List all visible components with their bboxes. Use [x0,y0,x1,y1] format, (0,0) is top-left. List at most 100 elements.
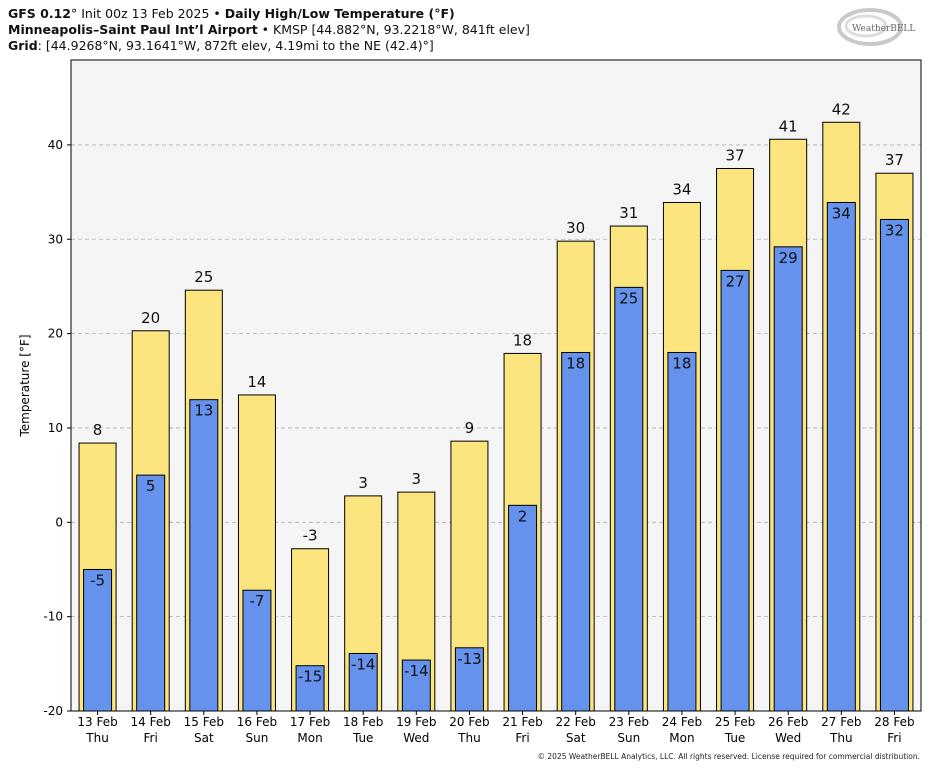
init-time: Init 00z 13 Feb 2025 [77,6,210,21]
low-bar [295,665,325,712]
x-tick-label-date: 13 Feb [77,715,117,729]
title-line: GFS 0.12° Init 00z 13 Feb 2025 • Daily H… [8,6,455,22]
low-bar [401,659,431,712]
low-label: -15 [298,668,323,686]
x-tick-label-weekday: Fri [144,731,158,745]
y-axis-label: Temperature [°F] [18,334,32,437]
high-label: 41 [779,117,798,135]
high-label: 18 [513,331,532,349]
low-bar [508,504,538,712]
product-title: Daily High/Low Temperature (°F) [224,6,455,21]
low-bar [773,246,803,712]
separator: • [209,6,225,21]
low-bar [242,589,272,712]
y-tick-label: 30 [48,232,63,246]
y-tick-label: 0 [55,515,63,529]
x-tick-label-date: 28 Feb [874,715,914,729]
grid-label: Grid [8,38,38,53]
x-tick-label-weekday: Sat [194,731,214,745]
degree-mark: ° [71,6,78,21]
data-labels: 8 -5 20 5 25 13 14 -7 -3 -15 3 -14 3 -14 9 -13 18 2 30 18 31… [90,100,904,685]
x-tick-label-weekday: Mon [297,731,322,745]
low-label: 27 [726,272,745,290]
low-label: -5 [90,571,105,589]
y-tick-label: -10 [43,610,63,624]
low-label: 2 [518,507,528,525]
model-name: GFS 0.12 [8,6,71,21]
low-bar [83,568,113,712]
x-tick-label-weekday: Tue [724,731,746,745]
low-bar [189,399,219,712]
high-label: -3 [303,527,318,545]
x-tick-label-weekday: Fri [515,731,529,745]
bars [78,121,914,712]
low-bar [879,218,909,712]
plot-frame [70,59,922,712]
x-tick-label-weekday: Sat [566,731,586,745]
y-tick-label: 10 [48,421,63,435]
station-info: KMSP [44.882°N, 93.2218°W, 841ft elev] [273,22,530,37]
low-bar [614,286,644,712]
low-bar [826,201,856,712]
x-tick-label-weekday: Thu [829,731,853,745]
x-tick-label-weekday: Fri [887,731,901,745]
low-label: 18 [566,354,585,372]
y-axis: -20 -10 0 10 20 30 40 [43,138,71,718]
low-label: 13 [194,402,213,420]
low-label: -13 [457,650,482,668]
x-tick-label-date: 17 Feb [290,715,330,729]
x-tick-label-weekday: Thu [85,731,109,745]
x-tick-label-date: 14 Feb [131,715,171,729]
logo-text: WeatherBELL [852,24,915,34]
x-tick-label-date: 25 Feb [715,715,755,729]
low-bar [561,351,591,712]
high-label: 37 [885,151,904,169]
x-tick-label-weekday: Wed [775,731,801,745]
separator: • [257,22,274,37]
low-label: 34 [832,204,851,222]
high-label: 14 [247,373,266,391]
high-label: 25 [194,268,213,286]
weatherbell-logo: WeatherBELL [837,8,915,46]
low-label: 32 [885,221,904,239]
low-bar [667,351,697,712]
low-label: 29 [779,249,798,267]
high-label: 3 [358,474,368,492]
x-tick-label-weekday: Sun [617,731,640,745]
low-label: 18 [672,354,691,372]
x-tick-label-date: 26 Feb [768,715,808,729]
x-tick-label-weekday: Mon [669,731,694,745]
low-label: -7 [249,592,264,610]
high-label: 8 [93,421,103,439]
x-tick-label-date: 24 Feb [662,715,702,729]
x-tick-label-weekday: Tue [352,731,374,745]
x-tick-label-weekday: Thu [457,731,481,745]
y-tick-label: 20 [48,327,63,341]
low-label: 5 [146,477,156,495]
x-tick-label-date: 16 Feb [237,715,277,729]
high-label: 37 [726,147,745,165]
low-bar [720,269,750,712]
station-line: Minneapolis–Saint Paul Int’l Airport • K… [8,22,530,38]
low-label: -14 [404,662,429,680]
x-tick-label-date: 27 Feb [821,715,861,729]
grid-info: : [44.9268°N, 93.1641°W, 872ft elev, 4.1… [37,38,434,53]
x-tick-label-date: 22 Feb [556,715,596,729]
y-tick-label: 40 [48,138,63,152]
high-label: 3 [412,470,422,488]
high-label: 34 [672,180,691,198]
low-label: -14 [351,655,376,673]
high-label: 31 [619,204,638,222]
x-axis: 13 Feb Thu 14 Feb Fri 15 Feb Sat 16 Feb Sun 17 F… [77,711,915,745]
high-label: 42 [832,100,851,118]
y-tick-label: -20 [43,704,63,718]
low-bar [136,474,166,712]
station-name: Minneapolis–Saint Paul Int’l Airport [8,22,258,37]
x-tick-label-date: 21 Feb [502,715,542,729]
high-label: 9 [465,419,475,437]
low-label: 25 [619,289,638,307]
high-label: 20 [141,309,160,327]
x-tick-label-date: 15 Feb [184,715,224,729]
high-label: 30 [566,219,585,237]
